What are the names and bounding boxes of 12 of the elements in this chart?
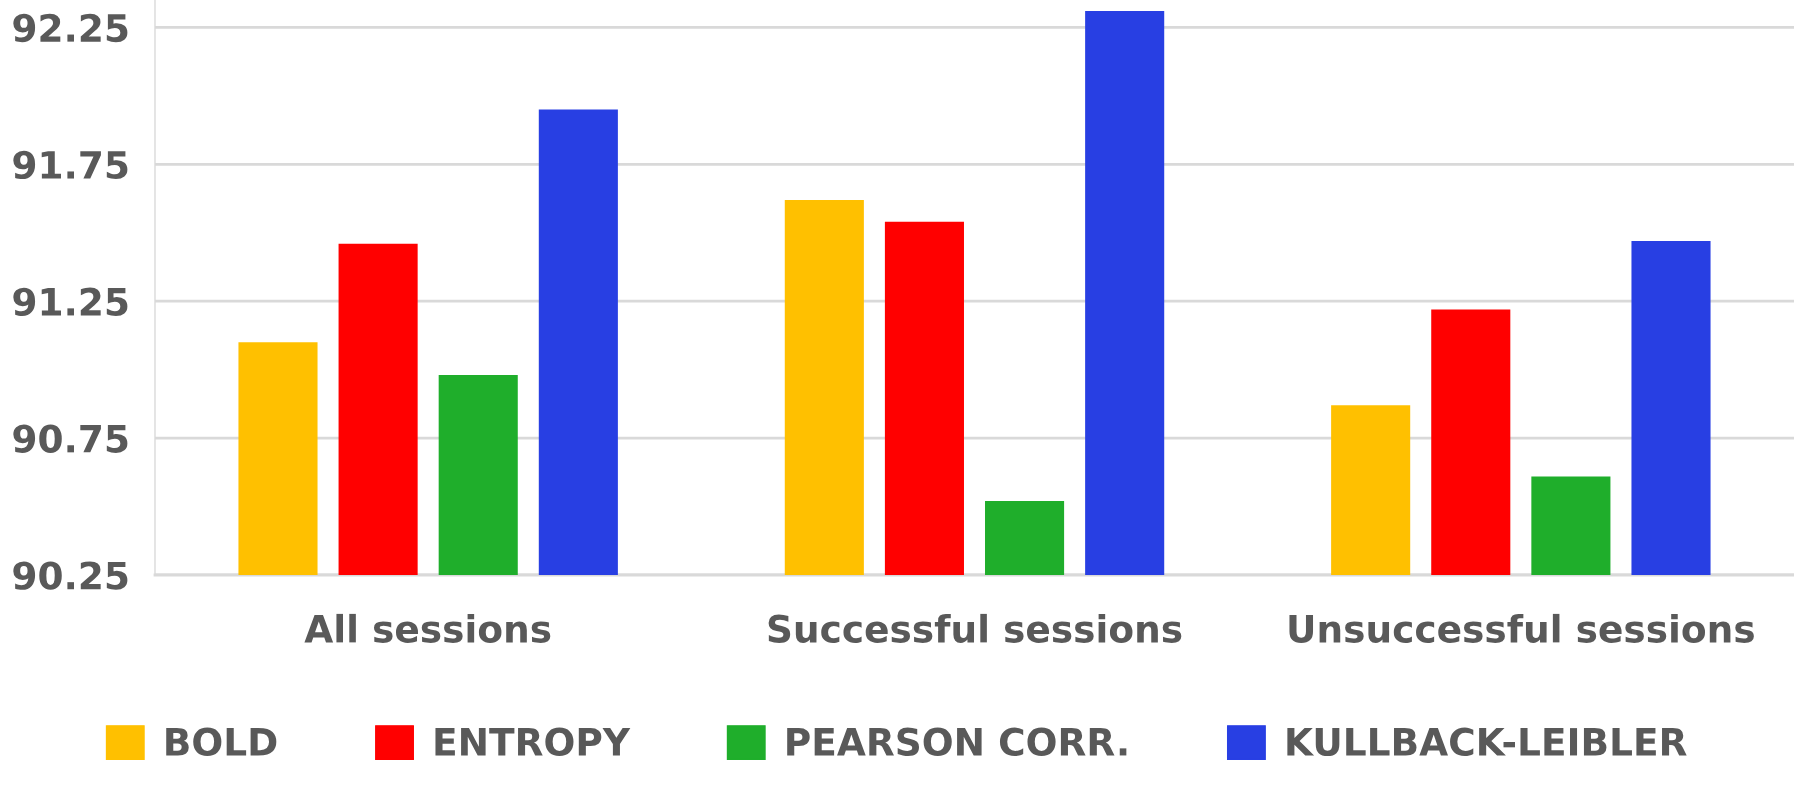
y-tick-label: 91.25	[13, 287, 128, 316]
x-tick-label: All sessions	[304, 613, 551, 643]
legend-label: PEARSON CORR.	[787, 727, 1127, 756]
y-tick-label: 90.25	[13, 561, 128, 590]
y-tick-label: 91.75	[13, 150, 128, 180]
legend-label: KULLBACK-LEIBLER	[1287, 727, 1687, 756]
legend-label: BOLD	[166, 727, 277, 756]
y-tick-label: 90.75	[13, 424, 128, 453]
legend-label: ENTROPY	[435, 727, 631, 756]
y-tick-label: 92.25	[13, 13, 128, 43]
x-tick-label: Successful sessions	[768, 613, 1182, 643]
x-tick-label: Unsuccessful sessions	[1289, 613, 1754, 643]
